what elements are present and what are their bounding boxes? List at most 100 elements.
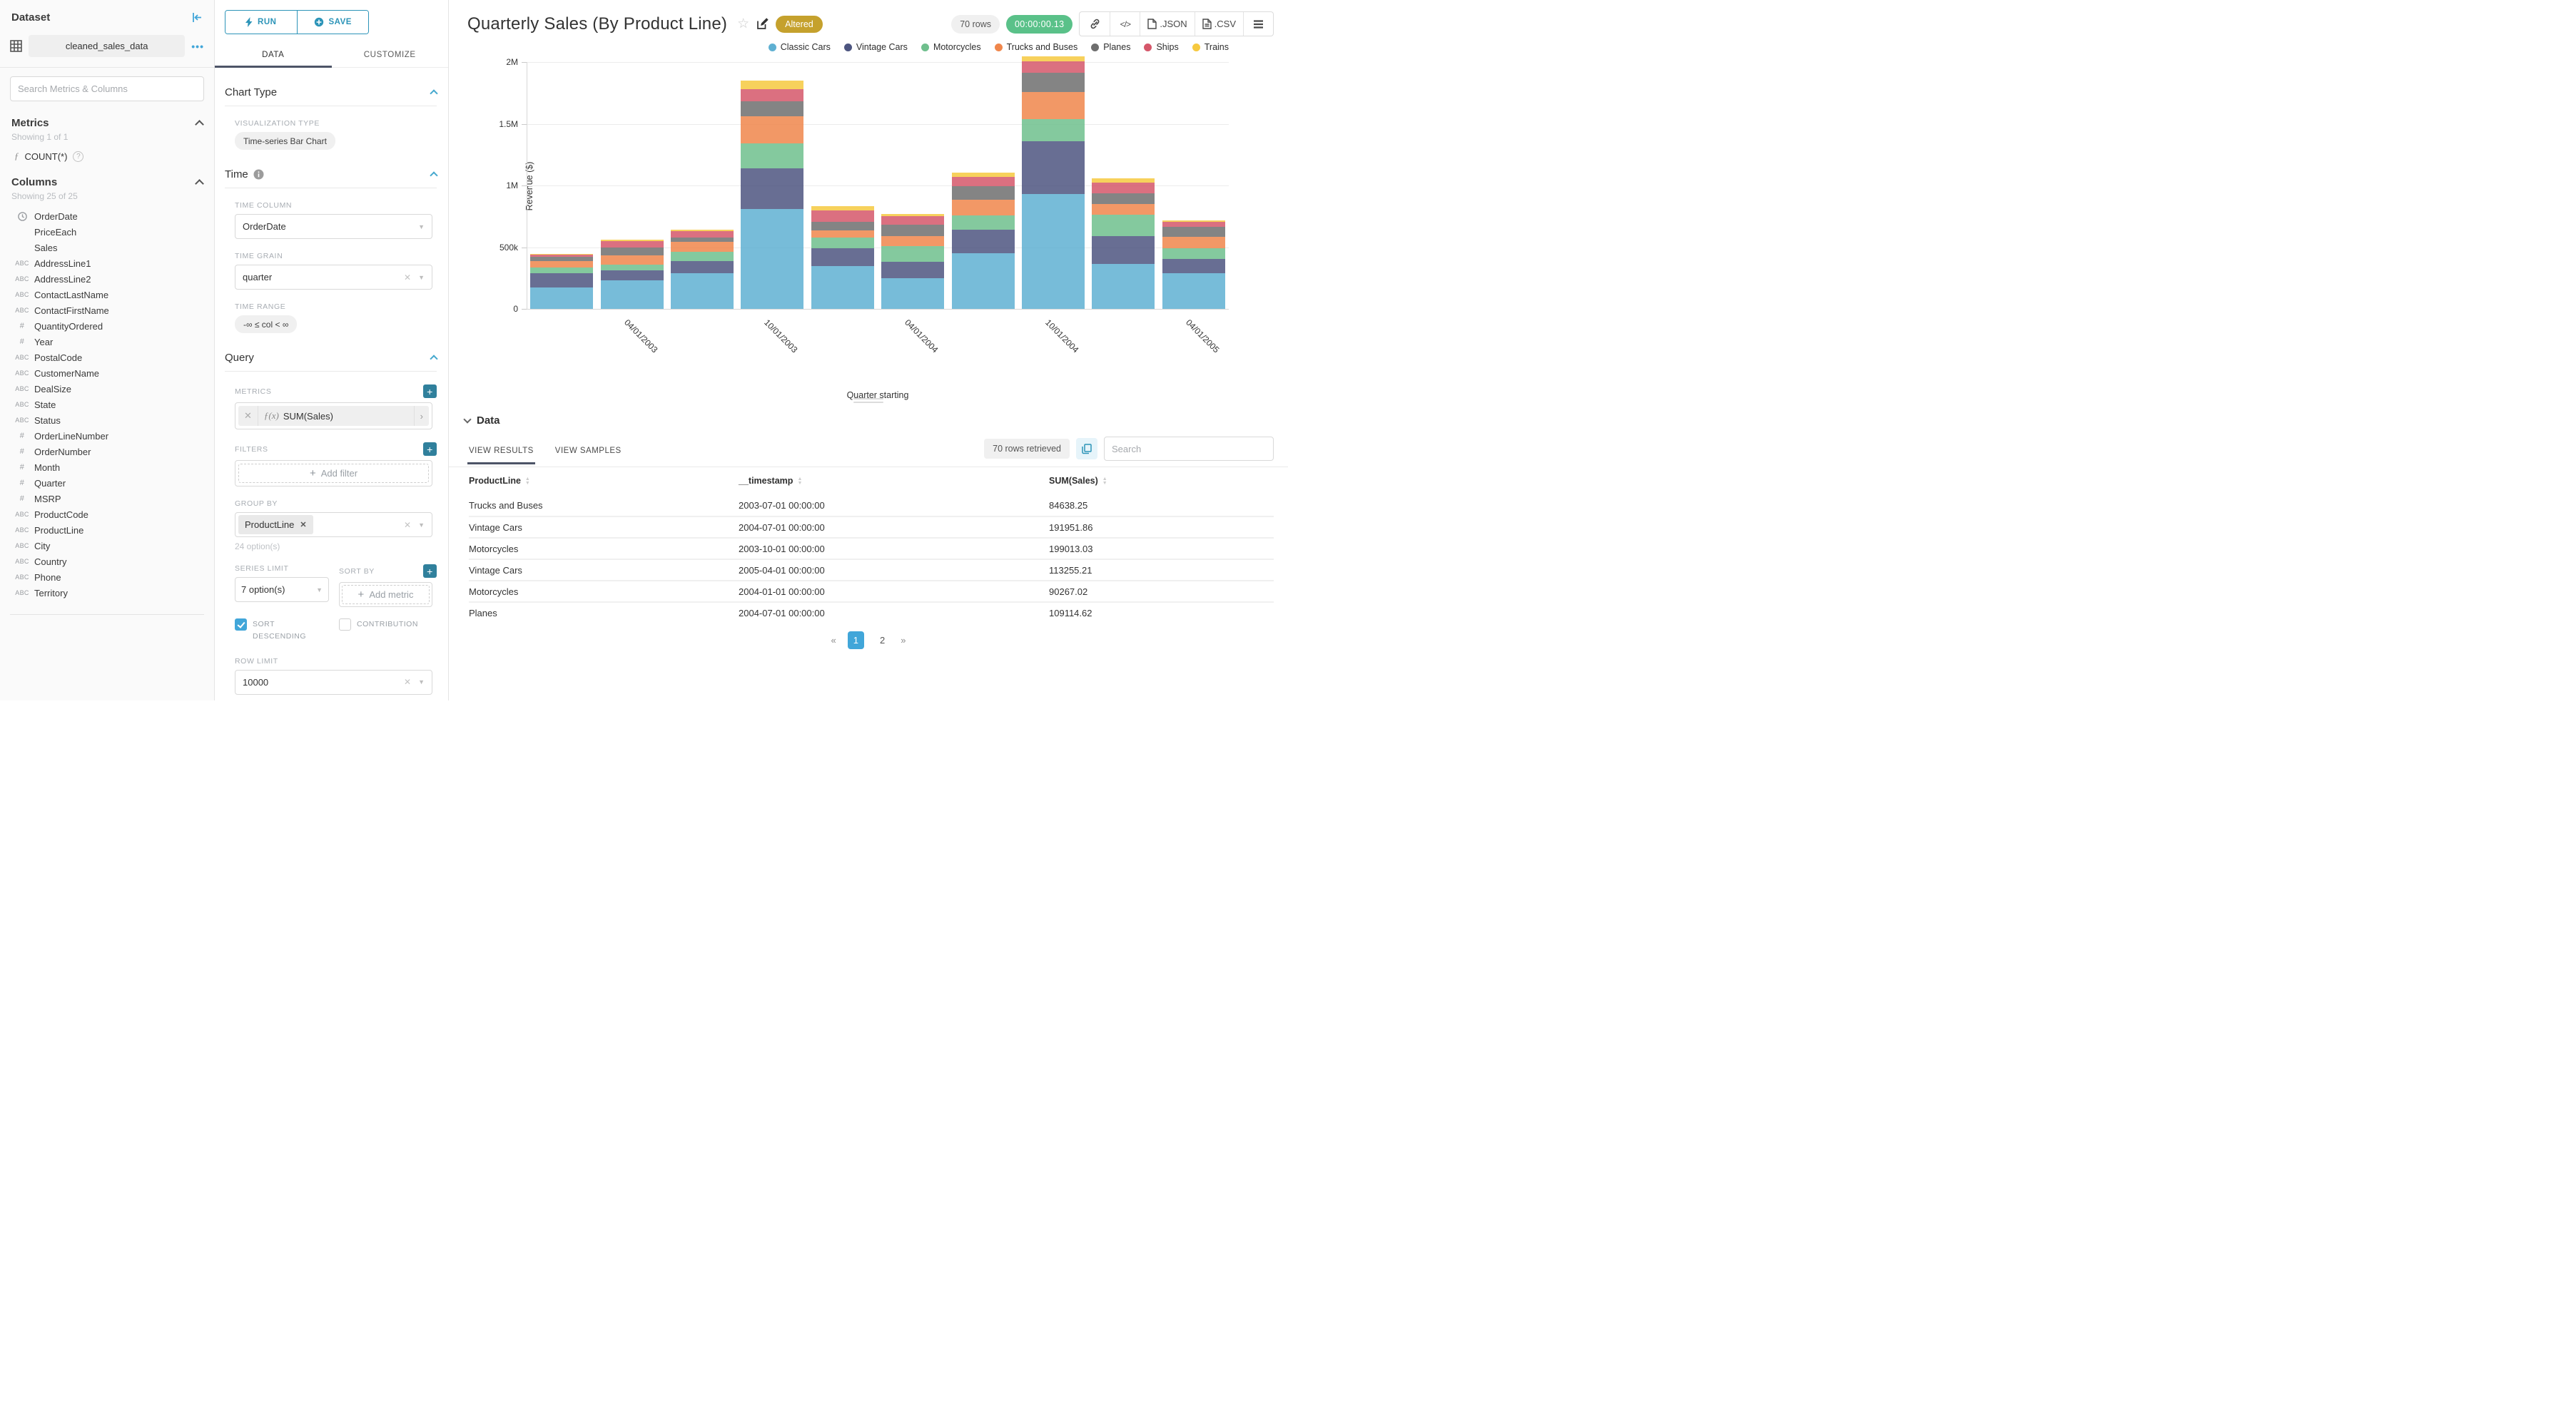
contribution-checkbox[interactable] — [339, 618, 351, 631]
bar-segment-trucks-and-buses[interactable] — [741, 116, 804, 144]
clear-icon[interactable]: ✕ — [404, 519, 412, 530]
column-item-addressline1[interactable]: ABC AddressLine1 — [0, 255, 214, 271]
legend-item-trains[interactable]: Trains — [1192, 42, 1229, 52]
series-limit-select[interactable]: 7 option(s) ▼ — [235, 577, 329, 602]
bar-segment-planes[interactable] — [600, 248, 664, 255]
legend-item-vintage-cars[interactable]: Vintage Cars — [843, 42, 908, 52]
bar-segment-motorcycles[interactable] — [811, 237, 874, 249]
remove-tag-icon[interactable]: ✕ — [300, 521, 307, 529]
bar-segment-trucks-and-buses[interactable] — [671, 241, 734, 253]
column-item-priceeach[interactable]: PriceEach — [0, 224, 214, 240]
column-item-month[interactable]: # Month — [0, 459, 214, 475]
embed-code-button[interactable]: </> — [1110, 12, 1140, 36]
bar-segment-motorcycles[interactable] — [741, 143, 804, 168]
chevron-up-icon[interactable] — [430, 355, 438, 363]
bar-segment-planes[interactable] — [671, 237, 734, 242]
bar-segment-vintage-cars[interactable] — [530, 272, 594, 287]
time-grain-select[interactable]: quarter ✕ ▼ — [235, 265, 432, 290]
bar-segment-classic-cars[interactable] — [881, 278, 945, 309]
bar-segment-trains[interactable] — [1022, 56, 1085, 62]
column-item-phone[interactable]: ABC Phone — [0, 569, 214, 585]
menu-button[interactable] — [1243, 12, 1273, 36]
bar-segment-motorcycles[interactable] — [881, 246, 945, 263]
bar-segment-classic-cars[interactable] — [741, 208, 804, 309]
bar-segment-ships[interactable] — [1092, 182, 1155, 194]
bar-segment-ships[interactable] — [1022, 61, 1085, 73]
pagination-page-2[interactable]: 2 — [880, 635, 886, 646]
bar-segment-trains[interactable] — [600, 240, 664, 242]
column-item-addressline2[interactable]: ABC AddressLine2 — [0, 271, 214, 287]
tab-view-samples[interactable]: VIEW SAMPLES — [554, 447, 622, 455]
legend-item-classic-cars[interactable]: Classic Cars — [768, 42, 831, 52]
dataset-name[interactable]: cleaned_sales_data — [29, 35, 186, 57]
bar-segment-motorcycles[interactable] — [530, 268, 594, 273]
bar-segment-classic-cars[interactable] — [1022, 194, 1085, 309]
table-column-header[interactable]: ProductLine ▲ ▼ — [469, 476, 530, 486]
column-item-state[interactable]: ABC State — [0, 397, 214, 412]
group-by-select[interactable]: ProductLine ✕ ✕ ▼ — [235, 512, 432, 537]
tab-view-results[interactable]: VIEW RESULTS — [467, 439, 535, 464]
bar-segment-trucks-and-buses[interactable] — [881, 235, 945, 247]
metric-item[interactable]: ƒ COUNT(*) ? — [0, 148, 214, 169]
bar-segment-trains[interactable] — [1092, 178, 1155, 183]
column-item-msrp[interactable]: # MSRP — [0, 491, 214, 506]
chevron-up-icon[interactable] — [195, 179, 204, 188]
save-button[interactable]: SAVE — [296, 11, 368, 34]
bar-segment-vintage-cars[interactable] — [671, 260, 734, 273]
bar-segment-vintage-cars[interactable] — [741, 168, 804, 209]
bar-segment-ships[interactable] — [671, 231, 734, 238]
sort-descending-checkbox[interactable] — [235, 618, 247, 631]
bar-segment-planes[interactable] — [1022, 72, 1085, 92]
column-item-contactlastname[interactable]: ABC ContactLastName — [0, 287, 214, 302]
chevron-up-icon[interactable] — [195, 120, 204, 129]
chevron-down-icon[interactable] — [463, 415, 472, 424]
bar-segment-trucks-and-buses[interactable] — [811, 230, 874, 238]
column-item-territory[interactable]: ABC Territory — [0, 585, 214, 601]
legend-item-trucks-and-buses[interactable]: Trucks and Buses — [994, 42, 1077, 52]
bar-segment-trains[interactable] — [741, 80, 804, 90]
bar-segment-planes[interactable] — [1092, 193, 1155, 204]
visualization-type-value[interactable]: Time-series Bar Chart — [235, 132, 335, 150]
bar-segment-ships[interactable] — [530, 254, 594, 257]
table-search-input[interactable] — [1104, 437, 1274, 461]
bar-segment-trucks-and-buses[interactable] — [1022, 91, 1085, 119]
bar-segment-trucks-and-buses[interactable] — [1162, 237, 1225, 248]
bar-segment-classic-cars[interactable] — [530, 287, 594, 309]
bar-segment-trains[interactable] — [811, 206, 874, 210]
run-button[interactable]: RUN — [225, 11, 297, 34]
column-item-quantityordered[interactable]: # QuantityOrdered — [0, 318, 214, 334]
edit-title-icon[interactable] — [756, 18, 769, 30]
chevron-up-icon[interactable] — [430, 89, 438, 98]
column-item-dealsize[interactable]: ABC DealSize — [0, 381, 214, 397]
add-filter-dropzone[interactable]: + Add filter — [238, 464, 429, 483]
metric-chip[interactable]: ✕ ƒ(x) SUM(Sales) › — [238, 406, 429, 426]
pagination-prev[interactable]: « — [831, 635, 836, 646]
bar-segment-ships[interactable] — [951, 176, 1015, 186]
copy-data-button[interactable] — [1076, 438, 1097, 459]
column-item-postalcode[interactable]: ABC PostalCode — [0, 350, 214, 365]
chart-canvas[interactable]: Classic Cars Vintage Cars Motorcycles Truck… — [449, 36, 1288, 400]
time-range-value[interactable]: -∞ ≤ col < ∞ — [235, 315, 298, 333]
bar-segment-ships[interactable] — [881, 216, 945, 225]
bar-segment-vintage-cars[interactable] — [881, 262, 945, 279]
bar-segment-classic-cars[interactable] — [1162, 272, 1225, 309]
bar-segment-planes[interactable] — [530, 256, 594, 261]
panel-resize-handle[interactable] — [852, 398, 885, 403]
pagination-next[interactable]: » — [901, 635, 906, 646]
column-item-sales[interactable]: Sales — [0, 240, 214, 255]
bar-segment-trains[interactable] — [671, 229, 734, 232]
time-column-select[interactable]: OrderDate ▼ — [235, 214, 432, 239]
bar-segment-planes[interactable] — [811, 222, 874, 231]
bar-segment-vintage-cars[interactable] — [951, 230, 1015, 254]
collapse-sidebar-icon[interactable] — [192, 12, 203, 23]
column-item-country[interactable]: ABC Country — [0, 554, 214, 569]
bar-segment-vintage-cars[interactable] — [1022, 141, 1085, 195]
row-limit-select[interactable]: 10000 ✕ ▼ — [235, 669, 432, 695]
bar-segment-motorcycles[interactable] — [951, 215, 1015, 230]
bar-segment-vintage-cars[interactable] — [600, 270, 664, 281]
column-item-year[interactable]: # Year — [0, 334, 214, 350]
table-column-header[interactable]: __timestamp ▲ ▼ — [739, 476, 803, 486]
bar-segment-vintage-cars[interactable] — [1092, 235, 1155, 265]
column-item-quarter[interactable]: # Quarter — [0, 475, 214, 491]
bar-segment-trucks-and-buses[interactable] — [1092, 203, 1155, 215]
